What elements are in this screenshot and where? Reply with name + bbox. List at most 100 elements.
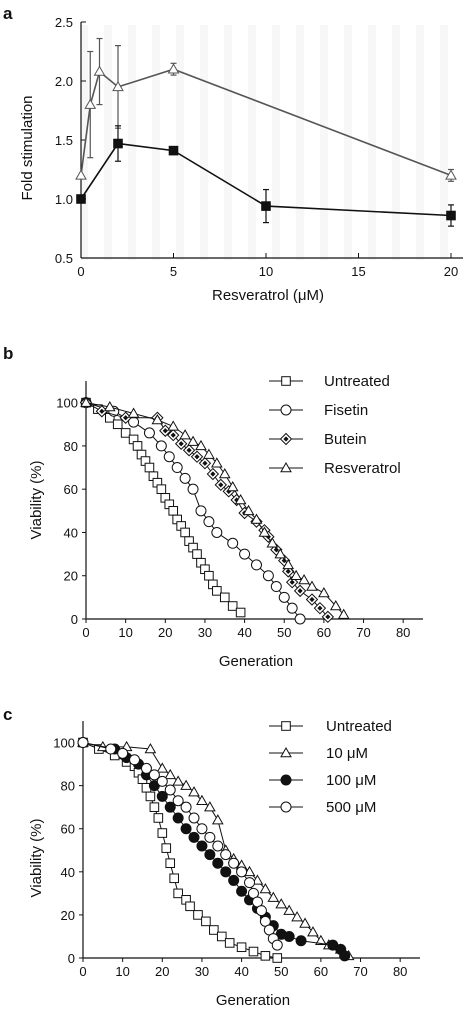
panel-c-point-100-um (164, 801, 176, 813)
panel-c-point-10-um (283, 904, 296, 915)
panel-c-point-untreated (193, 910, 203, 920)
panel-b-point-resveratrol (179, 429, 191, 440)
panel-b-point-butein-core (317, 605, 323, 611)
panel-c-point-100-um (283, 930, 295, 942)
panel-c-ytick-label: 60 (61, 822, 75, 837)
panel-b-point-resveratrol (298, 574, 310, 585)
panel-b-point-fisetin (239, 548, 251, 560)
panel-c-point-500-um (77, 737, 89, 749)
panel-c-point-untreated (145, 791, 156, 802)
panel-b-xlabel: Generation (219, 653, 293, 670)
panel-c-point-10-um (172, 775, 185, 786)
panel-b-point-butein-core (309, 596, 315, 603)
panel-c-ytick-label: 40 (61, 865, 75, 880)
panel-a-point-series-1 (445, 169, 457, 180)
panel-b-point-untreated (180, 527, 190, 538)
panel-a-marks (75, 37, 457, 227)
panel-b-xtick-label: 10 (118, 625, 132, 640)
panel-b-legend-label-resveratrol: Resveratrol (324, 460, 401, 477)
panel-a-series-series-2 (76, 125, 456, 227)
panel-c: c 0 10 20 30 40 50 60 70 80 0 20 40 60 80 100 Untreate… (3, 705, 420, 1009)
panel-c-point-untreated (224, 938, 235, 948)
panel-b-xtick-label: 30 (198, 625, 212, 640)
panel-c-point-100-um (295, 935, 307, 947)
panel-b-point-resveratrol (151, 413, 164, 425)
panel-b-point-resveratrol (80, 396, 92, 407)
panel-b-legend-marker-butein-core (283, 436, 289, 442)
panel-b-point-resveratrol (234, 493, 247, 505)
panel-c-point-untreated (169, 873, 179, 884)
panel-b-point-butein-core (210, 471, 216, 477)
panel-c-point-100-um (204, 849, 216, 861)
panel-b-ytick-label: 0 (71, 612, 78, 627)
panel-c-point-100-um (180, 823, 192, 835)
panel-b-legend-label-untreated: Untreated (324, 373, 390, 390)
panel-c-point-untreated (248, 946, 259, 957)
panel-a-point-series-1 (84, 98, 97, 109)
panel-c-point-500-um (255, 905, 267, 917)
panel-c-point-untreated (161, 843, 172, 853)
panel-a-ytick-label: 1.0 (55, 192, 73, 207)
panel-b-point-fisetin (286, 602, 298, 614)
panel-b-point-butein-core (202, 460, 208, 466)
panel-c-line-untreated (82, 742, 278, 959)
panel-a-point-series-1 (112, 80, 124, 92)
panel-c-point-untreated (157, 828, 168, 838)
panel-a-point-series-1 (167, 63, 180, 74)
panel-b-axes (85, 381, 423, 620)
panel-c-line-500-um (82, 742, 278, 946)
panel-b-point-fisetin (155, 440, 167, 452)
panel-c-point-500-um (148, 769, 160, 781)
panel-a: a 0 5 10 15 20 0.5 1.0 1.5 2.0 2.5 Resveratrol (μ… (3, 4, 463, 304)
panel-c-point-500-um (180, 801, 192, 813)
panel-c-xtick-label: 50 (274, 964, 288, 979)
panel-b-point-resveratrol (187, 435, 199, 446)
panel-b-point-untreated (204, 570, 214, 581)
panel-b-point-untreated (168, 506, 179, 516)
panel-a-ytick-label: 1.5 (55, 133, 73, 148)
panel-b-point-untreated (156, 484, 167, 494)
panel-b-point-fisetin (171, 462, 183, 474)
panel-c-point-untreated (165, 858, 176, 869)
panel-b-ytick-label: 20 (64, 569, 78, 584)
panel-a-series-series-1 (75, 37, 457, 182)
panel-a-xlabel: Resveratrol (μM) (212, 287, 324, 304)
panel-b-point-untreated (120, 428, 131, 438)
panel-c-point-500-um (204, 831, 216, 843)
panel-c-point-500-um (129, 754, 141, 766)
panel-b-xtick-label: 70 (356, 625, 370, 640)
panel-c-point-500-um (188, 812, 200, 824)
panel-b-xtick-label: 20 (158, 625, 172, 640)
panel-c-point-untreated (149, 802, 160, 812)
panel-c-point-untreated (209, 925, 219, 935)
panel-c-legend-marker-100-um (280, 774, 292, 786)
panel-b-point-resveratrol (337, 608, 350, 619)
panel-c-point-500-um (228, 857, 240, 869)
panel-c-legend-label-10-um: 10 μM (326, 745, 368, 762)
panel-a-point-series-2 (113, 138, 123, 149)
panel-b-point-untreated (144, 462, 155, 473)
panel-b-series-fisetin (80, 397, 306, 625)
panel-a-xtick-label: 10 (259, 264, 273, 279)
panel-c-legend-label-100-um: 100 μM (326, 772, 376, 789)
panel-b-point-butein-core (273, 547, 279, 553)
panel-c-point-500-um (140, 762, 152, 774)
panel-c-letter: c (3, 705, 12, 724)
panel-a-point-series-1 (75, 169, 87, 180)
panel-b-ticks: 0 10 20 30 40 50 60 70 80 0 20 40 60 80 100 (56, 396, 410, 640)
panel-c-point-untreated (173, 888, 183, 899)
panel-c-point-untreated (272, 953, 283, 963)
panel-b-point-fisetin (250, 559, 262, 571)
panel-b-point-resveratrol (210, 457, 223, 468)
panel-b-xtick-label: 60 (317, 625, 331, 640)
panel-b-point-fisetin (262, 570, 274, 582)
panel-b-point-untreated (219, 592, 230, 603)
panel-c-legend-label-untreated: Untreated (326, 718, 392, 735)
panel-b-legend-label-butein: Butein (324, 431, 367, 448)
panel-a-ytick-label: 0.5 (55, 251, 73, 266)
panel-b-point-resveratrol (226, 481, 239, 492)
panel-b-point-resveratrol (306, 580, 318, 591)
panel-c-point-10-um (307, 926, 319, 937)
panel-c-legend-marker-untreated (281, 721, 291, 731)
